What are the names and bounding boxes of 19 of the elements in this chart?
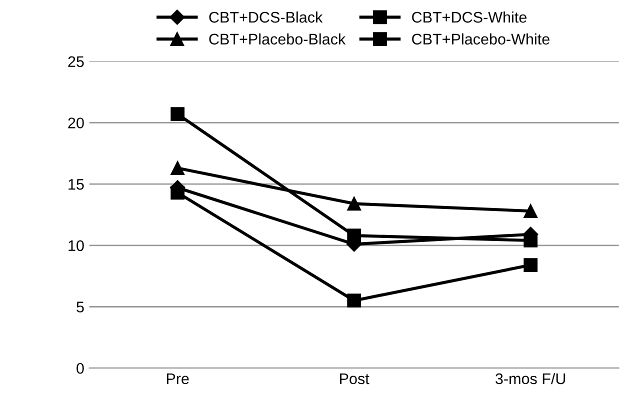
y-tick-label: 15 [68,179,84,190]
legend-label: CBT+Placebo-Black [209,33,346,45]
point [347,196,362,211]
y-tick-label: 20 [68,118,84,128]
point [524,258,538,272]
x-tick-label: Pre [166,374,189,384]
y-tick-label: 10 [68,240,84,252]
y-tick-label: 25 [68,56,84,68]
x-tick-label: 3-mos F/U [496,372,566,384]
x-tick-label: Post [340,374,370,384]
y-tick-label: 0 [76,362,84,374]
point [170,107,185,122]
point [347,294,362,308]
legend-label: CBT+DCS-Black [209,11,323,23]
point [524,204,538,218]
y-tick-label: 5 [76,302,84,312]
legend-label: CBT+Placebo-White [412,33,550,45]
point [170,161,185,176]
legend-label: CBT+DCS-White [412,11,526,23]
